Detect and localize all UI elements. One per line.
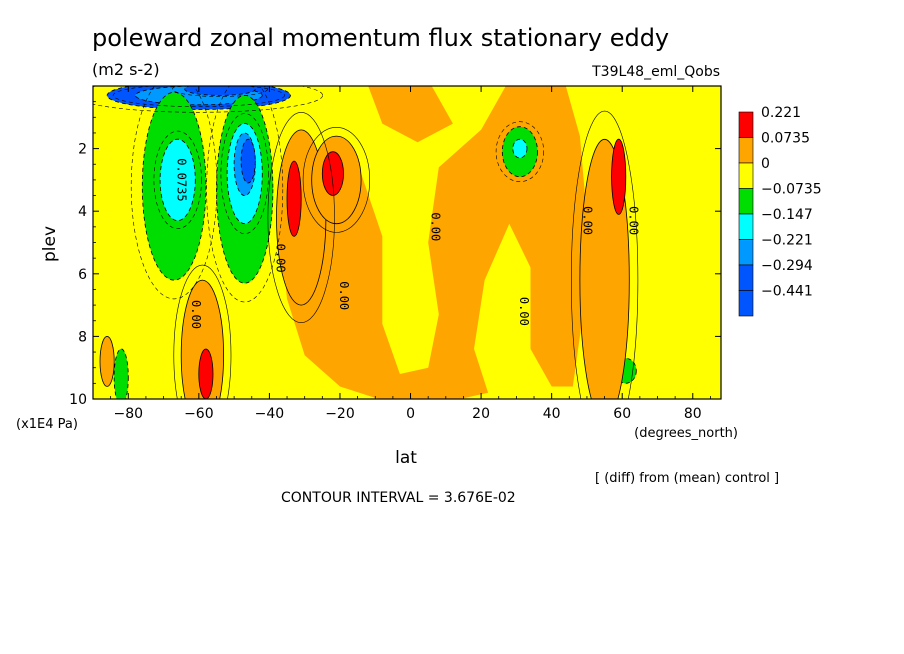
- diff-note: [ (diff) from (mean) control ]: [595, 471, 779, 486]
- contour-interval: CONTOUR INTERVAL = 3.676E-02: [281, 490, 516, 506]
- contour-label: 0.00: [517, 297, 531, 326]
- contour-line: [112, 86, 285, 107]
- x-axis: −80 −60 −40 −20 0 20 40 60 80: [110, 86, 711, 422]
- contour-feature: [198, 348, 214, 399]
- plot-area: 0.0735 0.00 0.00 0.00 0.00 0.00 0.00 0.00: [93, 86, 721, 399]
- y-tick-label: 4: [78, 204, 87, 220]
- legend-swatch: [738, 213, 754, 240]
- contour-line: [173, 264, 232, 399]
- contour-line: [267, 112, 335, 323]
- y-tick-label: 6: [78, 267, 87, 283]
- legend-label: 0: [761, 156, 770, 172]
- legend-swatch: [738, 239, 754, 266]
- contour-feature: [611, 138, 627, 215]
- contour-line: [172, 86, 268, 97]
- legend-label: −0.441: [761, 284, 813, 300]
- contour-label: 0.00: [189, 300, 203, 329]
- legend-swatch: [738, 264, 754, 291]
- x-tick-label: −40: [255, 406, 285, 422]
- contour-feature: [159, 138, 196, 221]
- legend-label: −0.147: [761, 207, 813, 223]
- contour-feature: [184, 86, 256, 96]
- contour-label: 0.00: [337, 281, 351, 310]
- x-tick-label: −20: [325, 406, 355, 422]
- contour-feature: [512, 138, 528, 159]
- y-tick-label: 8: [78, 329, 87, 345]
- legend-label: 0.0735: [761, 131, 810, 147]
- legend-swatch: [738, 111, 754, 138]
- contour-line: [93, 86, 323, 113]
- contour-feature: [321, 151, 344, 196]
- legend-label: −0.221: [761, 233, 813, 249]
- contour-label: 0.00: [429, 212, 443, 241]
- x-tick-label: 0: [406, 406, 415, 422]
- run-label: T39L48_eml_Qobs: [591, 64, 720, 80]
- contour-feature: [113, 348, 129, 399]
- contour-feature: [240, 138, 256, 184]
- contour-feature: [286, 160, 302, 237]
- contour-label-group: 0.0735 0.00 0.00 0.00 0.00 0.00 0.00 0.00: [175, 158, 641, 329]
- contour-label: 0.00: [274, 244, 288, 273]
- y-axis: 2 4 6 8 10: [69, 101, 721, 408]
- contour-line: [302, 126, 371, 233]
- contour-line: [130, 86, 218, 300]
- y-tick-label: 10: [69, 392, 87, 408]
- x-axis-units: (degrees_north): [634, 426, 738, 441]
- x-tick-label: 40: [543, 406, 561, 422]
- contour-line: [220, 113, 269, 235]
- contour-line: [571, 110, 639, 399]
- y-axis-units: (x1E4 Pa): [16, 417, 78, 432]
- x-tick-label: 80: [684, 406, 702, 422]
- legend-label: 0.221: [761, 105, 801, 121]
- contour-label: 0.00: [580, 206, 594, 235]
- contour-line-group: [93, 86, 639, 399]
- units-label: (m2 s-2): [92, 60, 160, 79]
- legend-swatch: [738, 290, 754, 317]
- legend-swatch: [738, 188, 754, 215]
- contour-label: 0.00: [626, 206, 640, 235]
- x-tick-label: 60: [613, 406, 631, 422]
- contour-line: [495, 121, 545, 182]
- legend-label: −0.0735: [761, 182, 822, 198]
- contour-fill-group: [99, 86, 637, 399]
- legend-swatch: [738, 137, 754, 164]
- x-tick-label: −80: [114, 406, 144, 422]
- y-tick-label: 2: [78, 142, 87, 158]
- legend-swatch: [738, 162, 754, 189]
- contour-label: 0.0735: [175, 158, 189, 201]
- legend-label: −0.294: [761, 258, 813, 274]
- y-axis-label: plev: [40, 226, 60, 262]
- contour-feature: [99, 335, 115, 387]
- x-tick-label: 20: [472, 406, 490, 422]
- positive-region: [368, 86, 453, 143]
- contour-line: [153, 130, 202, 229]
- contour-line: [206, 86, 284, 303]
- x-tick-label: −60: [184, 406, 214, 422]
- color-legend: 0.221 0.0735 0 −0.0735 −0.147 −0.221 −0.294 −0.…: [738, 105, 822, 317]
- x-axis-label: lat: [395, 448, 417, 468]
- chart-title: poleward zonal momentum flux stationary …: [92, 24, 669, 52]
